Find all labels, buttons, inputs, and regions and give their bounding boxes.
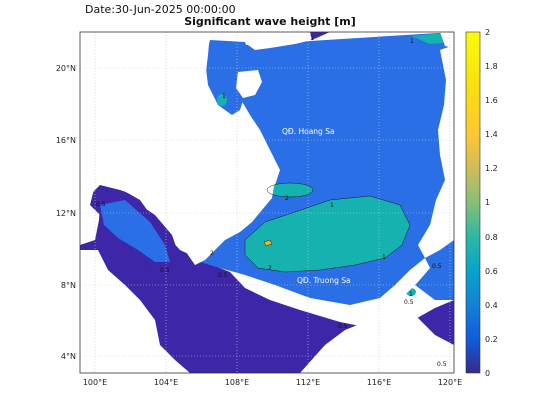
contour-label: 1 (310, 35, 314, 42)
land-south-china (245, 32, 312, 50)
land-malay-peninsula (80, 250, 190, 373)
contour-label: 1 (410, 38, 414, 45)
contour-label: 1 (330, 202, 334, 209)
colorbar-tick: 0.8 (485, 233, 498, 242)
colorbar-tick: 0.6 (485, 267, 498, 276)
lat-tick: 20°N (56, 64, 76, 73)
contour-label: 0.5 (160, 267, 170, 274)
contour-label: 0.5 (218, 272, 228, 279)
land-sumatra (80, 340, 100, 373)
map-grid (80, 32, 454, 373)
contour-label: 0.5 (338, 323, 348, 330)
contour-label: 0.5 (404, 299, 414, 306)
wave-zone-teal-tonkin (217, 94, 227, 106)
contour-label: 0.5 (432, 263, 442, 270)
land-borneo (300, 300, 454, 373)
lon-tick: 100°E (83, 378, 107, 387)
colorbar (465, 31, 481, 374)
wave-zone-teal-north (267, 183, 313, 197)
contour-label: 0.5 (96, 201, 106, 208)
land-mainland (80, 32, 275, 265)
contour-label: 2 (210, 250, 214, 257)
lon-tick: 104°E (154, 378, 178, 387)
sea-low-wave-zone (80, 183, 454, 373)
label-hoang-sa: QĐ. Hoang Sa (282, 127, 335, 136)
contour-label: 2 (285, 195, 289, 202)
contour-label: 0.5 (437, 361, 447, 368)
contour-label-group: 1 1 1 2 2 0.5 0.5 1 1 0.5 0.5 0.5 0.5 1 … (96, 35, 447, 368)
colorbar-tick: 1.4 (485, 130, 498, 139)
lat-tick: 8°N (61, 281, 76, 290)
lat-tick: 12°N (56, 209, 76, 218)
colorbar-tick: 0 (485, 369, 490, 378)
contour-label: 1 (222, 93, 226, 100)
contour-lines (244, 182, 411, 273)
contour-label: 2 (268, 265, 272, 272)
gulf-of-tonkin (205, 40, 252, 115)
land-philippines (418, 45, 454, 258)
colorbar-tick: 1.2 (485, 164, 498, 173)
lon-tick: 108°E (225, 378, 249, 387)
lon-tick: 112°E (296, 378, 320, 387)
colorbar-tick: 0.4 (485, 301, 498, 310)
colorbar-tick: 1 (485, 198, 490, 207)
date-label: Date:30-Jun-2025 00:00:00 (85, 3, 236, 16)
lon-tick: 116°E (367, 378, 391, 387)
colorbar-tick: 1.6 (485, 96, 498, 105)
lat-axis: 20°N 16°N 12°N 8°N 4°N (56, 64, 76, 361)
lon-axis: 100°E 104°E 108°E 112°E 116°E 120°E (83, 378, 462, 387)
map-frame (79, 31, 455, 374)
lon-tick: 120°E (438, 378, 462, 387)
colorbar-tick: 1.8 (485, 62, 498, 71)
label-truong-sa: QĐ. Truong Sa (297, 276, 351, 285)
colorbar-ticks: 2 1.8 1.6 1.4 1.2 1 0.8 0.6 0.4 0.2 0 (485, 28, 498, 378)
contour-label: 1 (409, 291, 413, 298)
land-taiwan (440, 32, 454, 48)
contour-label: 1 (382, 254, 386, 261)
map-title: Significant wave height [m] (184, 15, 356, 28)
colorbar-tick: 0.2 (485, 335, 498, 344)
colorbar-tick: 2 (485, 28, 490, 37)
land-hainan (236, 70, 262, 98)
lat-tick: 16°N (56, 136, 76, 145)
lat-tick: 4°N (61, 352, 76, 361)
land-palawan (395, 258, 430, 295)
gulf-blue-zone (100, 200, 170, 262)
